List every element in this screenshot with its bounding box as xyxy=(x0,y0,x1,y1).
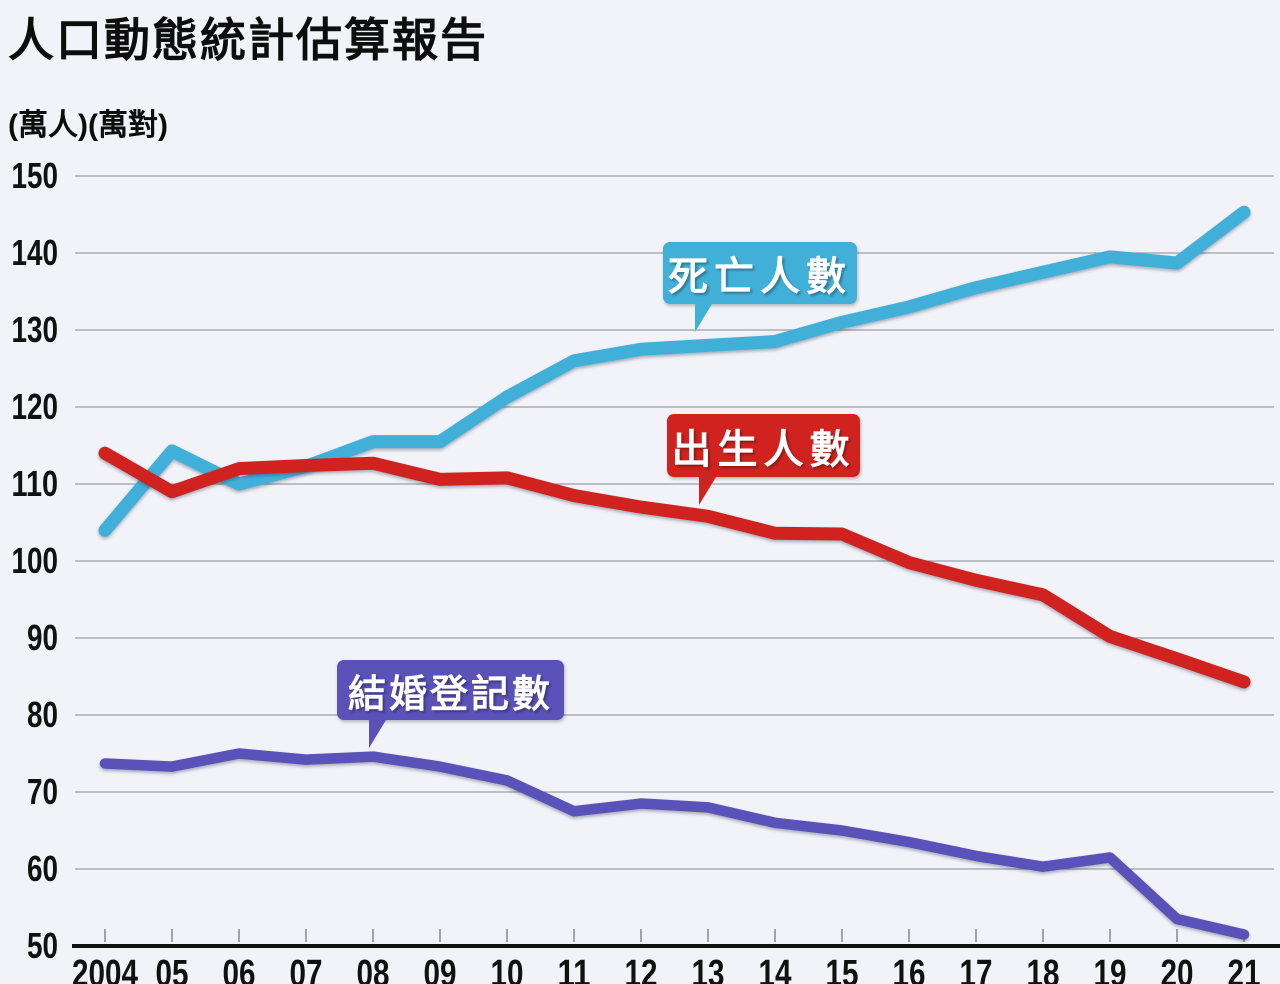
x-tick-label: 14 xyxy=(759,953,792,984)
legend-bubble-births: 出生人數 xyxy=(667,414,860,505)
y-tick-label: 130 xyxy=(12,309,59,350)
y-tick-label: 60 xyxy=(27,848,58,889)
x-tick-label: 20 xyxy=(1161,953,1194,984)
x-tick-label: 07 xyxy=(290,953,323,984)
y-tick-label: 140 xyxy=(12,232,59,273)
y-tick-label: 70 xyxy=(27,771,58,812)
y-tick-label: 110 xyxy=(12,463,59,504)
x-tick-label: 18 xyxy=(1027,953,1060,984)
y-tick-label: 100 xyxy=(12,540,59,581)
x-tick-label: 15 xyxy=(826,953,859,984)
y-tick-label: 90 xyxy=(27,617,58,658)
x-tick-label: 21 xyxy=(1228,953,1261,984)
x-tick-label: 19 xyxy=(1094,953,1127,984)
x-tick-label: 2004 xyxy=(72,953,138,984)
y-tick-label: 80 xyxy=(27,694,58,735)
series-line-marriages xyxy=(99,748,1250,940)
y-tick-label: 150 xyxy=(12,155,59,196)
x-tick-label: 13 xyxy=(692,953,725,984)
x-tick-label: 08 xyxy=(357,953,390,984)
legend-bubble-marriages: 結婚登記數 xyxy=(337,660,564,748)
x-tick-label: 11 xyxy=(558,953,591,984)
axis-unit-label: (萬人)(萬對) xyxy=(8,109,168,142)
legend-bubble-deaths: 死亡人數 xyxy=(663,242,857,332)
x-tick-label: 06 xyxy=(223,953,256,984)
legend-bubble-deaths-label: 死亡人數 xyxy=(668,255,852,299)
legend-bubble-births-label: 出生人數 xyxy=(671,427,856,472)
series-line-births xyxy=(98,446,1251,689)
y-tick-label: 120 xyxy=(12,386,59,427)
page-title: 人口動態統計估算報告 xyxy=(8,14,488,66)
x-tick-label: 10 xyxy=(491,953,524,984)
x-tick-label: 09 xyxy=(424,953,457,984)
x-tick-label: 05 xyxy=(156,953,189,984)
legend-bubble-marriages-label: 結婚登記數 xyxy=(347,673,553,716)
x-tick-label: 16 xyxy=(893,953,926,984)
x-tick-label: 12 xyxy=(625,953,658,984)
y-tick-label: 50 xyxy=(27,925,58,966)
x-tick-label: 17 xyxy=(960,953,993,984)
